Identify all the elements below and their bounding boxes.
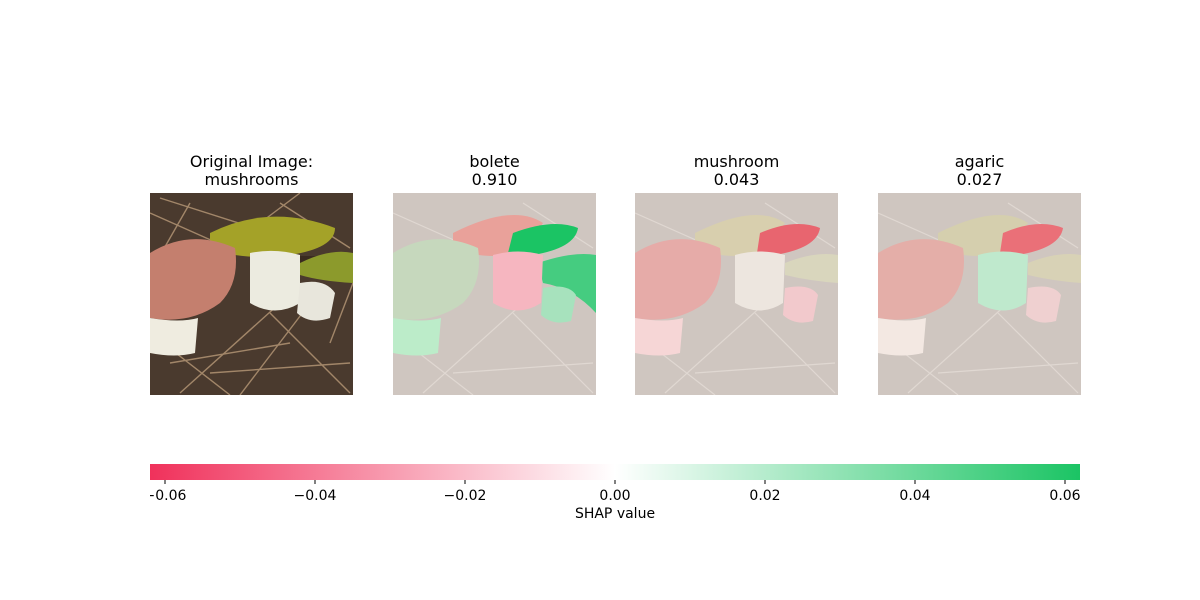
colorbar-label: SHAP value — [574, 506, 656, 522]
colorbar-ticks: −0.06 −0.04 −0.02 0.00 0.02 0.04 0.06 — [150, 480, 1080, 504]
colorbar-tick-label: −0.06 — [150, 488, 187, 504]
shap-map-agaric — [878, 193, 1081, 395]
colorbar-tick-label: −0.04 — [294, 488, 337, 504]
colorbar-tick-label: 0.04 — [899, 488, 930, 504]
colorbar-tick-label: 0.06 — [1049, 488, 1080, 504]
colorbar-tick-label: 0.02 — [749, 488, 780, 504]
panel-title-agaric: agaric 0.027 — [954, 152, 1005, 189]
colorbar-tick-label: 0.00 — [599, 488, 630, 504]
original-image — [150, 193, 353, 395]
panel-title-mushroom: mushroom 0.043 — [693, 152, 780, 189]
shap-map-mushroom — [635, 193, 838, 395]
panel-title-original: Original Image: mushrooms — [189, 152, 314, 189]
panel-title-bolete: bolete 0.910 — [469, 152, 520, 189]
colorbar-gradient — [150, 464, 1080, 480]
colorbar: −0.06 −0.04 −0.02 0.00 0.02 0.04 0.06 — [150, 464, 1080, 504]
colorbar-tick-label: −0.02 — [444, 488, 487, 504]
shap-map-bolete — [393, 193, 596, 395]
